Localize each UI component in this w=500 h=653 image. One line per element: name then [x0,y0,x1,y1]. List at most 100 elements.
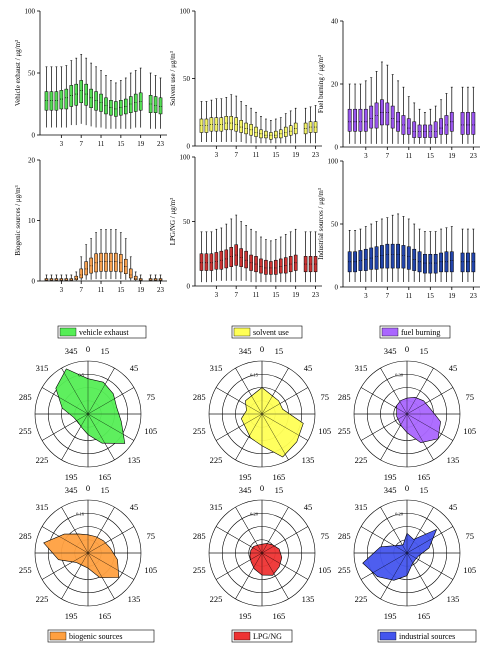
legend-frame [377,629,477,643]
y-tick-label: 50 [28,70,36,78]
box-body [79,80,83,104]
box-body [369,247,374,270]
legend-swatch [379,631,397,641]
radar-spoke-overlay [235,413,263,460]
legend: solvent use [231,325,303,339]
radar-direction-label: 105 [318,426,331,436]
radar-direction-label: 315 [355,363,368,373]
radar-direction-label: 285 [19,392,32,402]
radar-spoke-overlay [61,552,89,599]
box-body [104,97,108,115]
radar-spoke-overlay [380,507,408,554]
radar-direction-label: 105 [144,426,157,436]
box-body [390,243,395,269]
legend-label: vehicle exhaust [79,328,129,337]
box-body [153,278,158,281]
radar-spoke-overlay [87,413,115,460]
box-body [471,252,476,273]
x-tick-label: 19 [292,151,300,159]
radar-direction-label: 15 [420,485,429,495]
x-tick-label: 3 [215,291,219,299]
box-body [109,252,113,272]
x-tick-label: 11 [98,286,105,294]
radar-direction-label: 165 [417,611,430,621]
radar-spoke-overlay [261,507,289,554]
radar-direction-label: 315 [36,502,49,512]
radar-direction-label: 45 [130,363,139,373]
legend-label: fuel burning [401,328,440,337]
radar-scale-label: 0.20 [250,511,259,516]
radar-direction-label: 255 [193,426,206,436]
box-body [158,278,163,281]
radar-series-area [240,387,304,458]
legend-label: biogenic sources [69,632,123,641]
legend-swatch [233,327,251,337]
box-body [148,278,153,281]
radar-spoke-overlay [406,413,453,441]
radar-direction-label: 255 [19,426,32,436]
box-body [244,250,248,269]
boxplot-panel: 0 50 100 3 7 11 15 19 23 LPG/NG / μg/m³ [169,154,322,299]
box-body [396,243,400,269]
y-tick-label: 100 [180,154,191,162]
y-tick-label: 0 [335,284,339,292]
box-body [59,278,64,281]
radar-direction-label: 345 [239,346,252,356]
y-axis-label: LPG/NG / μg/m³ [169,198,177,245]
x-tick-label: 11 [98,140,105,148]
x-tick-label: 11 [405,152,412,160]
box-body [128,268,133,279]
radar-direction-label: 165 [417,472,430,482]
radar-direction-label: 285 [338,531,351,541]
y-tick-label: 10 [28,217,36,225]
y-tick-label: 0 [187,283,191,291]
radar-series-area [43,533,120,578]
box-body [84,83,88,106]
boxplot-panel: 0 10 20 3 7 11 15 19 23 Biogenic sources / μg/m³ [14,157,167,294]
box-body [423,253,427,274]
radar-spoke-overlay [380,368,408,415]
box-body [401,245,406,269]
radar-direction-label: 195 [239,611,252,621]
box-body [353,108,357,132]
x-tick-label: 7 [234,151,238,159]
box-body [89,88,93,108]
box-body [214,252,219,270]
radar-direction-label: 345 [239,485,252,495]
box-body [94,91,98,111]
x-tick-label: 3 [60,140,64,148]
radar-direction-label: 225 [355,455,368,465]
radar-spoke-overlay [42,387,89,415]
box-body [204,253,209,271]
x-tick-label: 7 [386,152,390,160]
box-body [412,248,417,271]
radar-spoke-overlay [216,413,263,441]
radar-spoke-overlay [61,413,89,460]
radar-spoke-overlay [216,526,263,554]
x-tick-label: 19 [448,292,456,300]
x-tick-label: 3 [60,286,64,294]
radar-direction-label: 195 [384,611,397,621]
radar-spoke-overlay [87,413,134,441]
radar-direction-label: 345 [384,346,397,356]
y-axis-label: Biogenic sources / μg/m³ [14,185,22,255]
radar-direction-label: 315 [36,363,49,373]
radar-spoke-overlay [235,507,263,554]
x-tick-label: 15 [272,291,280,299]
radar-direction-label: 225 [210,455,223,465]
box-body [69,85,74,107]
radar-spoke-overlay [361,387,408,415]
radar-spoke-overlay [361,413,408,441]
box-body [406,118,411,135]
box-body [283,126,288,137]
radar-scale-label: 0.15 [250,372,259,377]
radar-direction-label: 285 [338,392,351,402]
radar-direction-label: 165 [98,472,111,482]
radar-scale-label: 0.5 [78,372,84,377]
y-tick-label: 0 [32,132,36,140]
radar-direction-label: 315 [210,502,223,512]
legend-label: solvent use [253,328,289,337]
y-tick-label: 100 [328,158,339,166]
radar-direction-label: 225 [210,594,223,604]
